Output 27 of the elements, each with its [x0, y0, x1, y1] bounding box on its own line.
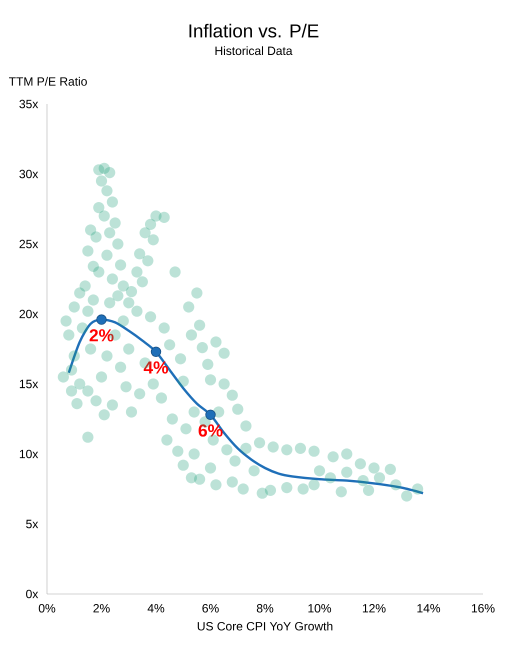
annotation: 2% — [90, 329, 114, 342]
y-tick-label: 30x — [19, 170, 38, 178]
point — [150, 346, 162, 357]
x-tick-label: 16% — [472, 604, 495, 613]
x-tick-label: 12% — [362, 604, 386, 612]
y-tick-label: 0x — [26, 590, 38, 598]
y-tick-label: 15x — [20, 380, 38, 388]
x-tick-label: 14% — [417, 604, 440, 612]
point — [205, 410, 216, 420]
annotation: 6% — [198, 424, 223, 437]
annotation: 4% — [144, 361, 168, 374]
chart-subtitle: Historical Data — [215, 46, 292, 56]
y-axis-title: TTM P/E Ratio — [8, 76, 87, 86]
chart-title: Inflation vs. P/E — [190, 24, 318, 38]
y-tick-label: 25x — [20, 240, 38, 248]
x-tick-label: 0% — [38, 604, 56, 613]
x-tick-label: 6% — [202, 604, 219, 613]
x-tick-label: 8% — [256, 604, 274, 613]
x-tick-label: 4% — [148, 604, 164, 612]
x-tick-label: 2% — [93, 604, 110, 612]
x-tick-label: 10% — [308, 604, 332, 613]
x-axis-title: US Core CPI YoY Growth — [198, 622, 332, 631]
y-tick-label: 5x — [26, 520, 38, 528]
y-tick-label: 35x — [19, 100, 38, 108]
y-tick-label: 20x — [20, 310, 38, 318]
point — [96, 314, 107, 325]
y-tick-label: 10x — [20, 450, 38, 458]
